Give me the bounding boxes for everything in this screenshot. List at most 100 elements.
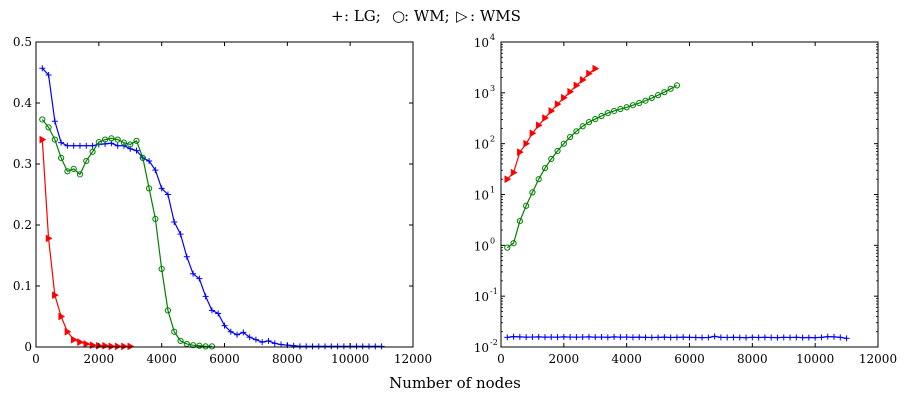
left-point-lg: [246, 334, 253, 341]
right-point-lg: [843, 335, 850, 342]
right-point-lg: [768, 334, 775, 341]
left-plot-marks: [39, 65, 385, 351]
y-tick-label: 10: [474, 239, 489, 253]
right-point-wm: [523, 202, 530, 209]
right-point-wm: [654, 92, 662, 99]
left-point-wm: [152, 215, 159, 222]
x-tick-label: 12000: [394, 352, 432, 366]
left-point-lg: [177, 231, 184, 238]
right-point-lg: [818, 334, 825, 341]
y-tick-label: 0.4: [13, 96, 32, 110]
right-point-wms: [561, 93, 568, 102]
right-point-lg: [680, 334, 687, 341]
right-point-lg: [793, 334, 800, 341]
left-series-line-lg: [41, 67, 382, 347]
left-point-wm: [171, 328, 178, 335]
left-point-wms: [114, 342, 122, 351]
right-point-wms: [510, 168, 518, 177]
right-point-lg: [711, 333, 718, 340]
right-point-lg: [692, 334, 699, 341]
right-point-wms: [529, 129, 537, 138]
left-point-lg: [259, 339, 266, 346]
right-point-wms: [567, 87, 575, 96]
right-point-wm: [504, 244, 511, 251]
left-point-lg: [51, 118, 58, 125]
left-point-wms: [89, 341, 97, 350]
right-point-wm: [548, 155, 555, 163]
left-point-lg: [133, 147, 140, 154]
x-tick-label: 6000: [674, 352, 705, 366]
y-tick-label: 0.1: [13, 279, 32, 293]
y-tick-label: 10: [474, 138, 489, 152]
legend: + : LG; ○ : WM; ▷ : WMS: [331, 7, 521, 25]
right-point-wm: [585, 119, 593, 126]
left-point-lg: [45, 71, 52, 78]
right-point-lg: [837, 334, 844, 341]
left-point-lg: [240, 329, 247, 336]
left-point-wm: [208, 343, 216, 350]
left-plot: 0 2000 4000 6000 8000 10000 12000 0 0.1 0.2 0.3 0.4…: [13, 35, 432, 366]
right-point-lg: [567, 334, 574, 341]
legend-symbol-lg: +: [331, 7, 344, 25]
left-point-wm: [76, 171, 84, 178]
y-tick-exponent: 1: [490, 186, 495, 195]
left-point-wm: [146, 185, 153, 192]
right-point-lg: [523, 334, 530, 341]
x-tick-label: 4000: [146, 352, 177, 366]
left-point-lg: [359, 343, 366, 350]
right-point-lg: [642, 334, 649, 341]
right-point-lg: [611, 333, 618, 340]
left-point-wm: [51, 136, 58, 143]
y-tick-label: 10: [474, 189, 489, 203]
left-point-lg: [196, 275, 203, 282]
left-point-lg: [328, 343, 335, 350]
left-point-wm: [64, 168, 71, 175]
left-point-wms: [70, 335, 78, 344]
x-axis-label: Number of nodes: [389, 374, 521, 392]
right-point-wm: [560, 140, 567, 147]
left-point-wm: [196, 342, 203, 349]
left-point-wms: [102, 341, 110, 350]
right-point-lg: [648, 334, 655, 341]
left-point-wm: [108, 135, 115, 142]
right-point-lg: [592, 334, 599, 341]
left-point-wm: [139, 154, 146, 161]
right-point-lg: [805, 334, 812, 341]
right-point-wms: [592, 64, 600, 73]
left-point-lg: [58, 139, 65, 146]
left-point-lg: [265, 337, 272, 344]
right-point-wms: [573, 81, 581, 90]
left-point-wm: [127, 141, 134, 148]
left-point-wm: [89, 148, 96, 155]
right-point-wm: [604, 109, 611, 117]
left-point-wm: [120, 139, 128, 146]
right-point-lg: [755, 334, 762, 341]
left-point-wm: [58, 154, 65, 161]
left-point-lg: [183, 253, 190, 260]
right-plot-frame: [500, 41, 879, 348]
right-point-wms: [579, 75, 587, 84]
right-point-wms: [542, 114, 549, 122]
right-point-lg: [774, 334, 781, 341]
left-point-wms: [39, 135, 47, 144]
right-point-wm: [629, 102, 637, 109]
left-point-wms: [121, 342, 128, 351]
right-point-lg: [655, 334, 662, 341]
right-point-lg: [736, 334, 743, 341]
y-tick-label: 0.3: [13, 157, 32, 171]
y-tick-exponent: 3: [490, 84, 495, 93]
right-point-wm: [673, 82, 681, 89]
y-tick-exponent: -1: [490, 287, 498, 296]
left-point-wms: [108, 342, 116, 351]
right-point-lg: [667, 334, 674, 341]
right-point-wm: [516, 217, 523, 225]
right-point-lg: [548, 334, 555, 341]
right-point-lg: [573, 334, 580, 341]
right-point-lg: [673, 334, 680, 341]
left-point-lg: [158, 185, 165, 192]
right-point-wm: [623, 104, 630, 111]
left-point-lg: [89, 142, 96, 149]
left-series-line-wm: [41, 119, 212, 347]
